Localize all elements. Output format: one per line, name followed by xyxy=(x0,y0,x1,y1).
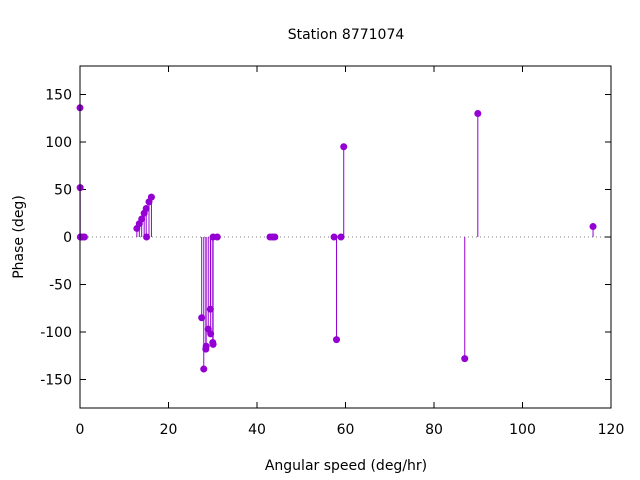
data-point xyxy=(202,342,210,350)
data-point xyxy=(213,233,221,241)
data-point xyxy=(474,110,482,117)
data-point xyxy=(589,223,597,231)
data-point xyxy=(206,305,214,313)
y-tick-label: 50 xyxy=(54,183,72,199)
x-tick-label: 20 xyxy=(160,422,178,438)
data-point xyxy=(333,336,341,344)
x-tick-label: 60 xyxy=(337,422,355,438)
data-point xyxy=(330,233,338,241)
data-point xyxy=(80,233,88,241)
data-point xyxy=(142,205,150,212)
x-tick-label: 120 xyxy=(598,422,625,438)
data-point xyxy=(200,365,208,373)
x-axis-label: Angular speed (deg/hr) xyxy=(265,458,427,474)
x-tick-label: 40 xyxy=(248,422,266,438)
data-point xyxy=(337,233,345,241)
y-tick-label: -100 xyxy=(40,325,72,341)
x-tick-label: 100 xyxy=(509,422,536,438)
data-point xyxy=(198,314,206,322)
x-tick-label: 0 xyxy=(76,422,85,438)
y-tick-label: 100 xyxy=(45,135,72,151)
y-tick-label: -50 xyxy=(49,278,72,294)
y-axis-label: Phase (deg) xyxy=(11,195,27,279)
data-point xyxy=(147,193,155,201)
chart-title: Station 8771074 xyxy=(288,27,405,43)
y-tick-label: -150 xyxy=(40,373,72,389)
data-point xyxy=(143,233,151,241)
plot-area-border xyxy=(79,65,612,409)
y-tick-label: 0 xyxy=(63,230,72,246)
data-point xyxy=(207,330,215,338)
data-point xyxy=(461,355,469,363)
data-point xyxy=(138,215,146,223)
x-tick-label: 80 xyxy=(425,422,443,438)
data-point xyxy=(271,233,279,241)
data-point xyxy=(209,340,217,348)
y-tick-label: 150 xyxy=(45,88,72,104)
data-point xyxy=(340,143,348,151)
